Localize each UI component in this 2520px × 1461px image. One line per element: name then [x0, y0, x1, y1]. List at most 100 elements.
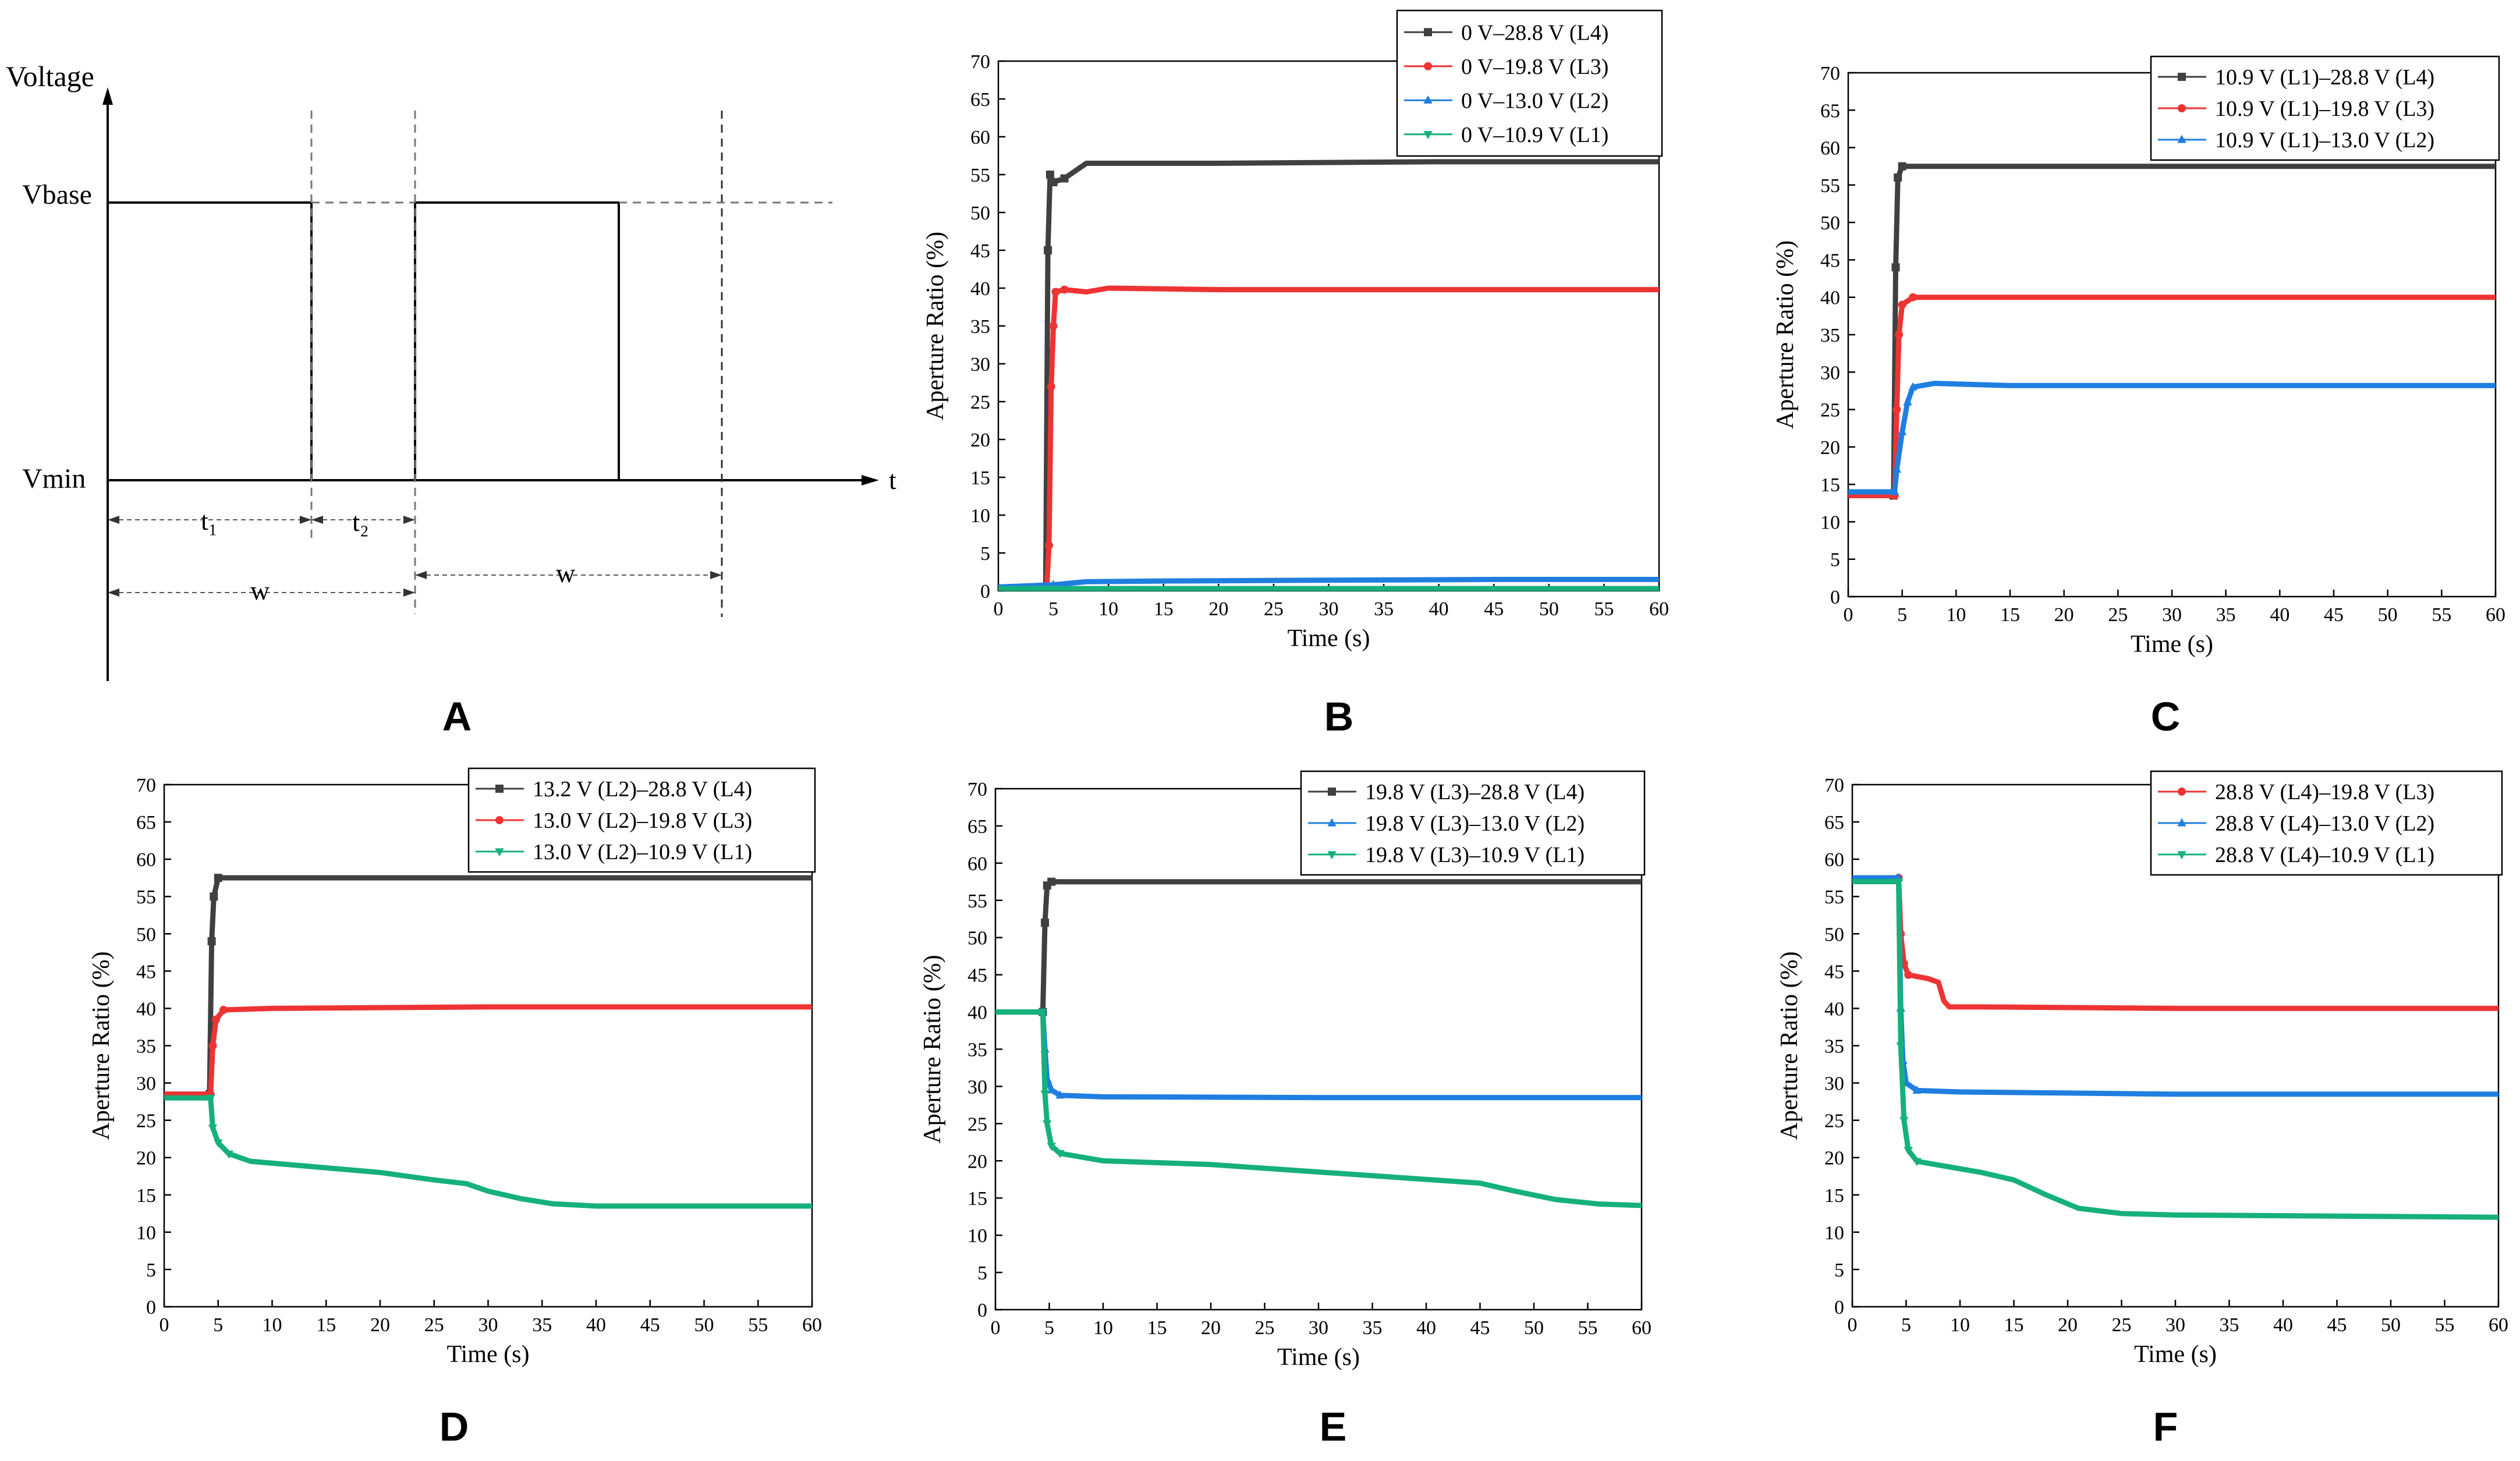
x-axis-label: Time (s) — [447, 1341, 530, 1368]
y-tick-label: 45 — [1824, 961, 1844, 983]
y-tick-label: 65 — [1820, 100, 1840, 122]
y-tick-label: 45 — [970, 240, 990, 262]
x-tick-label: 60 — [1632, 1317, 1651, 1339]
y-tick-label: 20 — [1824, 1148, 1844, 1169]
legend-marker — [1423, 95, 1433, 104]
x-tick-label: 15 — [316, 1314, 336, 1336]
x-tick-label: 0 — [1848, 1314, 1858, 1336]
y-tick-label: 5 — [146, 1260, 156, 1281]
x-tick-label: 55 — [2435, 1314, 2455, 1336]
x-axis-label: Time (s) — [1288, 625, 1370, 652]
y-tick-label: 70 — [136, 775, 156, 796]
legend: 28.8 V (L4)–19.8 V (L3) 28.8 V (L4)–13.0 … — [2150, 770, 2503, 876]
y-tick-label: 0 — [980, 581, 990, 602]
data-point — [1047, 382, 1055, 391]
y-tick-label: 35 — [970, 316, 990, 338]
data-point — [214, 1139, 223, 1148]
y-tick-label: 55 — [1820, 175, 1840, 197]
legend-label: 28.8 V (L4)–13.0 V (L2) — [2215, 811, 2434, 836]
x-axis-label: Time (s) — [1277, 1344, 1360, 1371]
panel-letter: C — [2151, 694, 2181, 739]
x-tick-label: 50 — [1539, 598, 1559, 620]
data-point — [1045, 541, 1054, 549]
data-point — [1909, 293, 1918, 302]
data-point — [1060, 174, 1069, 183]
legend-marker — [1424, 28, 1432, 37]
y-tick-label: 5 — [977, 1263, 987, 1284]
series-l3 — [164, 1004, 812, 1098]
data-point — [1047, 1085, 1056, 1094]
series-line — [998, 285, 1659, 590]
y-tick-label: 30 — [1820, 362, 1840, 384]
x-tick-label: 35 — [2216, 604, 2236, 626]
data-point — [1895, 331, 1904, 339]
series-l3 — [1852, 874, 2498, 1011]
legend-marker — [1327, 851, 1337, 860]
panel-a-pulse-2 — [414, 201, 620, 480]
series-line — [1848, 381, 2496, 495]
legend-marker — [2178, 104, 2186, 112]
y-tick-label: 65 — [136, 812, 156, 834]
data-point — [1890, 487, 1899, 495]
y-tick-label: 55 — [1824, 886, 1844, 908]
data-point — [210, 892, 218, 901]
panel-a-w2-label: w — [556, 558, 576, 588]
x-tick-label: 30 — [2165, 1314, 2185, 1336]
legend-label: 28.8 V (L4)–10.9 V (L1) — [2215, 843, 2434, 867]
legend-box — [1396, 9, 1663, 157]
data-point — [212, 1015, 221, 1024]
x-axis-label: Time (s) — [2131, 631, 2213, 658]
legend-label: 10.9 V (L1)–19.8 V (L3) — [2215, 97, 2434, 121]
data-point — [208, 1124, 218, 1133]
legend-marker — [2178, 788, 2186, 796]
series-l2 — [1848, 381, 2496, 495]
data-point — [1047, 1143, 1056, 1151]
data-point — [1904, 1147, 1913, 1155]
x-tick-label: 5 — [1897, 604, 1907, 626]
series-l4 — [998, 159, 1659, 591]
y-tick-label: 10 — [136, 1222, 156, 1244]
legend-box — [1300, 770, 1646, 876]
y-tick-label: 70 — [970, 51, 990, 73]
x-tick-label: 40 — [586, 1314, 606, 1336]
x-tick-label: 15 — [1147, 1317, 1167, 1339]
y-tick-label: 20 — [1820, 437, 1840, 459]
x-tick-label: 0 — [1844, 604, 1853, 626]
y-tick-label: 60 — [1820, 138, 1840, 159]
y-tick-label: 35 — [136, 1036, 156, 1058]
y-axis-label: Aperture Ratio (%) — [919, 955, 946, 1143]
panel-letter: E — [1320, 1404, 1347, 1449]
legend-marker — [1328, 788, 1336, 796]
y-tick-label: 25 — [1824, 1111, 1844, 1132]
x-tick-label: 5 — [1048, 598, 1058, 620]
panel-letter: D — [440, 1404, 469, 1449]
y-tick-label: 50 — [970, 203, 990, 224]
x-tick-label: 20 — [2054, 604, 2074, 626]
y-tick-label: 45 — [1820, 250, 1840, 271]
y-tick-label: 25 — [136, 1111, 156, 1132]
y-tick-label: 50 — [136, 924, 156, 945]
legend-marker — [1424, 62, 1432, 70]
legend-label: 13.0 V (L2)–10.9 V (L1) — [533, 840, 752, 864]
data-point — [1051, 288, 1060, 296]
y-tick-label: 60 — [970, 127, 990, 148]
x-tick-label: 50 — [1524, 1317, 1544, 1339]
y-tick-label: 20 — [967, 1151, 987, 1172]
panel-a-letter: A — [442, 694, 472, 739]
series-l3 — [1848, 293, 2496, 500]
y-tick-label: 0 — [977, 1300, 987, 1321]
series-l2 — [1852, 873, 2498, 1097]
data-point — [1903, 397, 1912, 406]
x-tick-label: 50 — [2378, 604, 2398, 626]
x-tick-label: 55 — [2432, 604, 2451, 626]
panel-letter: F — [2153, 1404, 2178, 1449]
y-tick-label: 15 — [136, 1185, 156, 1207]
panel-f-chart: 0 5 10 15 20 25 30 35 40 45 50 55 60 0 5 10 15 20 25 30 35 40… — [1776, 770, 2508, 1449]
x-tick-label: 10 — [1098, 598, 1118, 620]
x-tick-label: 10 — [1950, 1314, 1970, 1336]
y-tick-label: 0 — [1830, 587, 1840, 608]
legend-marker — [495, 816, 504, 824]
legend-label: 19.8 V (L3)–13.0 V (L2) — [1365, 811, 1585, 836]
y-tick-label: 55 — [970, 165, 990, 186]
